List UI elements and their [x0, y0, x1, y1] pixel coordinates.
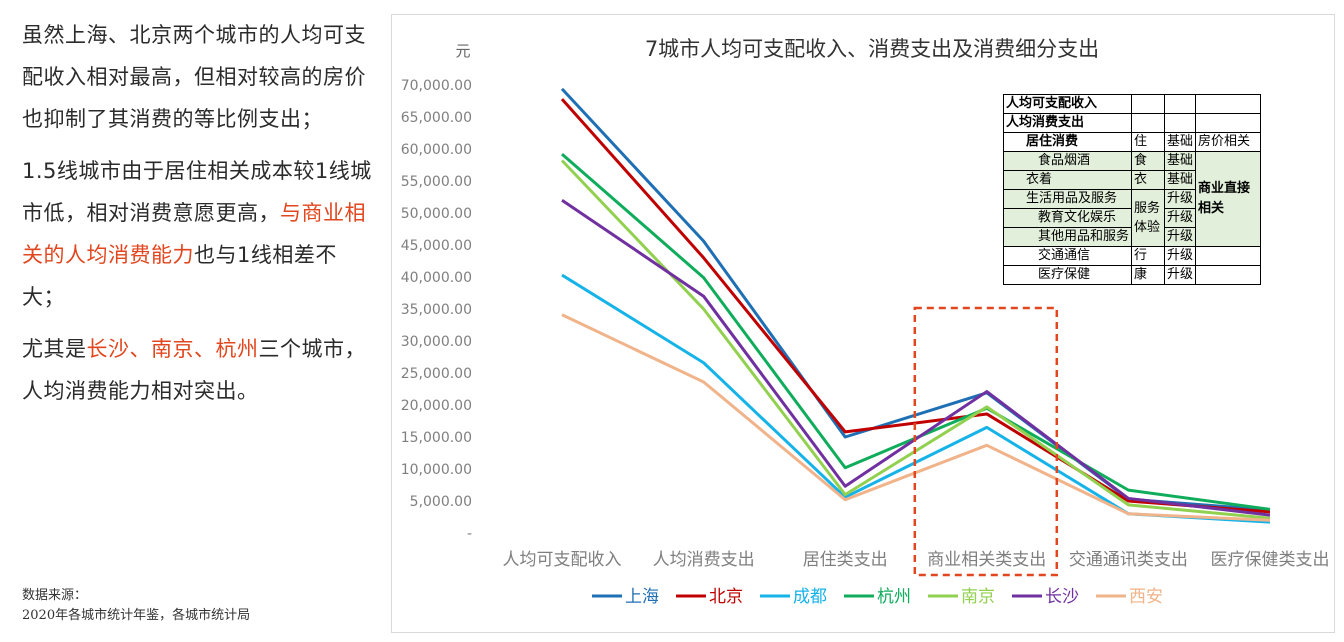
table-cell: 生活用品及服务: [1002, 189, 1133, 209]
table-cell: 服务体验: [1131, 189, 1166, 247]
table-cell: 升级: [1164, 208, 1197, 228]
commentary-highlight: 长沙、南京、杭州: [86, 337, 259, 361]
table-cell: 基础: [1164, 132, 1197, 152]
y-tick-label: 65,000.00: [401, 110, 472, 126]
table-cell: [1195, 94, 1262, 114]
x-tick-label: 居住类支出: [803, 550, 888, 570]
table-cell: 行: [1131, 246, 1166, 266]
y-tick-label: 60,000.00: [401, 142, 472, 158]
y-axis-unit-label: 元: [455, 42, 470, 60]
legend-item: 南京: [928, 587, 995, 607]
legend-item: 西安: [1096, 587, 1163, 607]
x-tick-label: 交通通讯类支出: [1069, 550, 1188, 570]
legend-label: 上海: [625, 587, 659, 607]
legend-label: 成都: [793, 587, 827, 607]
table-cell: 食: [1131, 151, 1166, 171]
legend-item: 长沙: [1012, 587, 1079, 607]
table-cell: [1164, 94, 1197, 114]
legend-item: 北京: [676, 587, 743, 607]
data-source-text: 2020年各城市统计年鉴，各城市统计局: [22, 608, 251, 623]
commentary-paragraph-1: 虽然上海、北京两个城市的人均可支配收入相对最高，但相对较高的房价也抑制了其消费的…: [22, 14, 372, 140]
table-cell: [1195, 113, 1262, 133]
commentary-paragraph-3: 尤其是长沙、南京、杭州三个城市，人均消费能力相对突出。: [22, 328, 372, 412]
highlight-box: [913, 306, 1059, 577]
table-cell: 住: [1131, 132, 1166, 152]
commentary-text: 三个城市，人均消费能力相对突出。: [22, 337, 366, 403]
y-tick-label: 50,000.00: [401, 206, 472, 222]
commentary-paragraph-2: 1.5线城市由于居住相关成本较1线城市低，相对消费意愿更高，与商业相关的人均消费…: [22, 150, 372, 318]
y-tick-label: 40,000.00: [401, 270, 472, 286]
x-tick-label: 人均消费支出: [653, 550, 755, 570]
commentary-text: 也与1线相差不大；: [22, 243, 337, 309]
y-tick-label: 35,000.00: [401, 302, 472, 318]
legend-label: 长沙: [1045, 587, 1079, 607]
table-cell: 教育文化娱乐: [1002, 208, 1133, 228]
legend-item: 成都: [760, 587, 827, 607]
legend-label: 西安: [1129, 587, 1163, 607]
y-tick-label: 15,000.00: [401, 430, 472, 446]
table-cell: 人均可支配收入: [1002, 94, 1133, 114]
legend-item: 上海: [592, 587, 659, 607]
commentary-text: 尤其是: [22, 337, 87, 361]
series-line-北京: [560, 98, 1271, 514]
y-axis-ticks: - 5,000.00 10,000.00 15,000.00 20,000.00 25,0…: [401, 78, 472, 542]
commentary-text: 虽然上海、北京两个城市的人均可支配收入相对最高，但相对较高的房价也抑制了其消费的…: [22, 23, 366, 131]
table-cell: [1164, 113, 1197, 133]
y-tick-label: 30,000.00: [401, 334, 472, 350]
table-cell: [1195, 265, 1262, 285]
table-cell: 升级: [1164, 189, 1197, 209]
table-cell: 居住消费: [1002, 132, 1133, 152]
y-tick-label: 45,000.00: [401, 238, 472, 254]
x-axis-ticks: 人均可支配收入 人均消费支出 居住类支出 商业相关类支出 交通通讯类支出 医疗保健类支出: [503, 550, 1330, 570]
legend-label: 北京: [709, 587, 743, 607]
table-cell: 升级: [1164, 227, 1197, 247]
chart-legend: 上海 北京 成都 杭州 南京 长沙 西安: [592, 587, 1163, 607]
legend-item: 杭州: [844, 587, 911, 607]
x-tick-label: 医疗保健类支出: [1211, 550, 1330, 570]
data-source-note: 数据来源： 2020年各城市统计年鉴，各城市统计局: [22, 586, 250, 626]
y-tick-label: 10,000.00: [401, 462, 472, 478]
table-cell: 商业直接相关: [1195, 151, 1262, 247]
category-legend-table: 人均可支配收入 人均消费支出 居住消费 住 基础 房价相关 食品烟酒 食 基础 …: [1002, 94, 1262, 285]
y-tick-label: -: [467, 526, 472, 542]
table-cell: 房价相关: [1195, 132, 1262, 152]
table-cell: 交通通信: [1002, 246, 1133, 266]
y-tick-label: 5,000.00: [410, 494, 472, 510]
table-cell: 人均消费支出: [1002, 113, 1133, 133]
table-cell: [1131, 113, 1166, 133]
legend-label: 南京: [961, 587, 995, 607]
table-cell: 基础: [1164, 170, 1197, 190]
y-tick-label: 70,000.00: [401, 78, 472, 94]
table-cell: 升级: [1164, 265, 1197, 285]
table-cell: [1195, 246, 1262, 266]
table-cell: 基础: [1164, 151, 1197, 171]
table-cell: 医疗保健: [1002, 265, 1133, 285]
table-cell: [1131, 94, 1166, 114]
x-tick-label: 商业相关类支出: [927, 550, 1046, 570]
commentary-highlight: 与商业相关的人均消费能力: [22, 201, 366, 267]
data-source-label: 数据来源：: [22, 588, 88, 603]
legend-label: 杭州: [877, 587, 911, 607]
table-cell: 升级: [1164, 246, 1197, 266]
x-tick-label: 人均可支配收入: [503, 550, 622, 570]
y-tick-label: 25,000.00: [401, 366, 472, 382]
commentary-panel: 虽然上海、北京两个城市的人均可支配收入相对最高，但相对较高的房价也抑制了其消费的…: [22, 14, 372, 422]
y-tick-label: 55,000.00: [401, 174, 472, 190]
table-cell: 其他用品和服务: [1002, 227, 1133, 247]
table-cell: 衣: [1131, 170, 1166, 190]
y-tick-label: 20,000.00: [401, 398, 472, 414]
chart-title: 7城市人均可支配收入、消费支出及消费细分支出: [645, 37, 1099, 61]
table-cell: 食品烟酒: [1002, 151, 1133, 171]
table-cell: 衣着: [1002, 170, 1133, 190]
table-cell: 康: [1131, 265, 1166, 285]
commentary-text: 1.5线城市由于居住相关成本较1线城市低，相对消费意愿更高，: [22, 159, 372, 225]
